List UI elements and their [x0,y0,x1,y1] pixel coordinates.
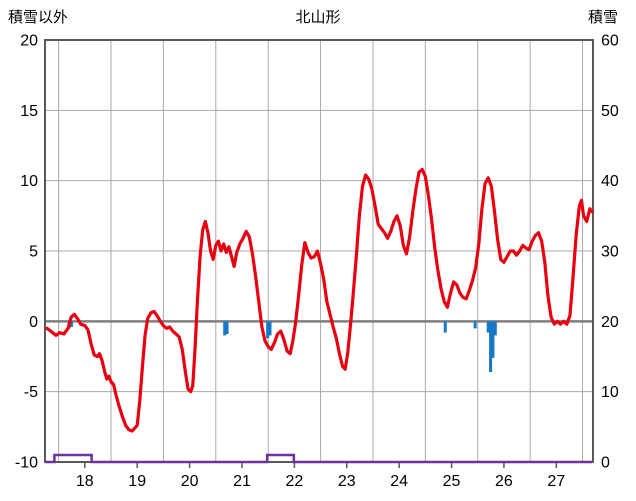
x-axis-tick-label: 24 [390,473,408,490]
temperature-line [45,167,594,433]
right-axis-tick-label: 10 [601,384,619,401]
left-axis-tick-label: -5 [24,384,38,401]
right-axis-tick-label: 30 [601,244,619,261]
right-axis-tick-label: 50 [601,103,619,120]
x-axis-tick-label: 23 [338,473,356,490]
left-axis-tick-label: 10 [20,173,38,190]
x-axis-tick-label: 27 [547,473,565,490]
x-axis-tick-label: 21 [233,473,251,490]
snow-depth-line [45,453,592,464]
precipitation-bar [223,321,227,336]
x-axis-tick-label: 22 [285,473,303,490]
left-axis-tick-label: 0 [29,314,38,331]
left-axis-tick-label: -10 [15,455,38,472]
precipitation-bar [266,321,270,339]
right-axis-title: 積雪 [587,9,618,26]
left-axis-tick-label: 5 [29,244,38,261]
x-axis-tick-label: 18 [76,473,94,490]
chart-title: 北山形 [295,9,341,26]
left-axis-title: 積雪以外 [8,9,69,26]
right-axis-tick-label: 40 [601,173,619,190]
x-axis-tick-label: 19 [128,473,146,490]
x-axis-tick-label: 20 [181,473,199,490]
precipitation-bar [489,321,493,372]
right-axis-tick-label: 20 [601,314,619,331]
precipitation-bar [491,321,495,358]
left-axis-tick-label: 20 [20,33,38,50]
x-axis-tick-label: 26 [495,473,513,490]
x-axis-tick-label: 25 [443,473,461,490]
left-axis-tick-label: 15 [20,103,38,120]
precipitation-bar [69,321,73,327]
precipitation-bar [473,321,477,329]
right-axis-tick-label: 0 [601,455,610,472]
precipitation-bar [225,321,229,334]
precipitation-bar [443,321,447,333]
precipitation-bar [486,321,490,333]
precipitation-bar [268,321,272,336]
right-axis-tick-label: 60 [601,33,619,50]
precipitation-bar [493,321,497,336]
